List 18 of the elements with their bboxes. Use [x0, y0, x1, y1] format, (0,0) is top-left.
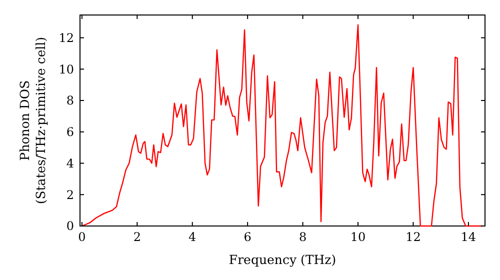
x-tick-label: 10	[350, 230, 366, 244]
y-tick-label: 10	[58, 62, 74, 76]
x-tick-label: 2	[133, 230, 141, 244]
x-tick-label: 8	[298, 230, 307, 244]
x-tick-label: 4	[188, 230, 197, 244]
x-tick-label: 12	[406, 230, 421, 244]
y-tick-label: 12	[58, 30, 74, 45]
y-tick-label: 4	[66, 156, 74, 170]
line-series	[81, 24, 483, 227]
y-tick-label: 8	[66, 94, 74, 108]
y-axis-title: Phonon DOS (States/THz·primitive cell)	[17, 36, 48, 204]
y-tick-label: 2	[66, 188, 74, 202]
y-tick-label: 6	[66, 125, 74, 140]
x-tick-label: 0	[78, 230, 86, 244]
x-axis-title: Frequency (THz)	[228, 252, 336, 267]
x-tick-label: 6	[244, 230, 252, 244]
y-tick-label: 0	[66, 219, 74, 234]
x-tick-label: 14	[460, 230, 476, 244]
